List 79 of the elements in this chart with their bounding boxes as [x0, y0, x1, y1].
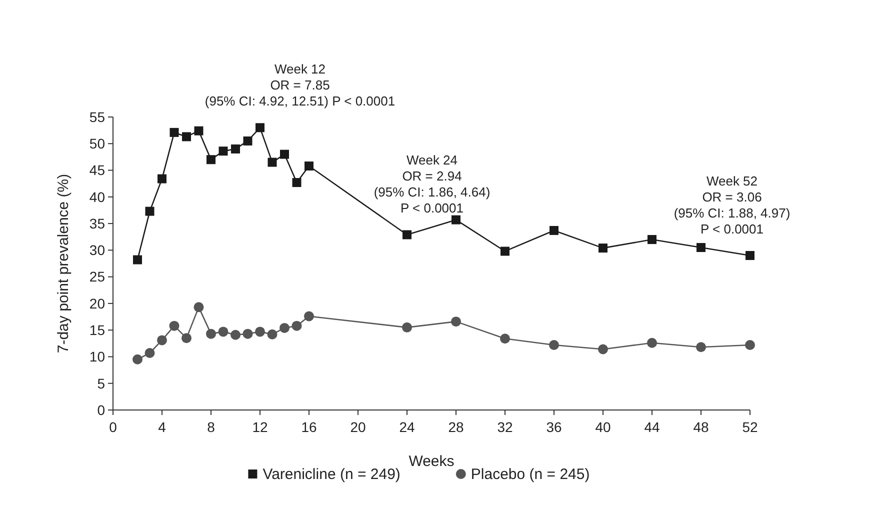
point — [280, 322, 290, 333]
x-tick-label: 48 — [693, 419, 709, 435]
annotation: Week 12 OR = 7.85 (95% CI: 4.92, 12.51) P < 0.0001 — [204, 62, 396, 109]
y-tick-label: 5 — [97, 375, 106, 392]
y-tick-label: 20 — [89, 295, 106, 312]
point — [206, 155, 216, 164]
point — [158, 174, 166, 184]
point — [182, 333, 192, 344]
point — [255, 326, 265, 337]
point — [144, 348, 155, 358]
x-tick-label: 0 — [109, 419, 118, 435]
point — [194, 302, 204, 312]
point — [170, 128, 179, 137]
point — [267, 329, 278, 340]
y-tick-label: 10 — [89, 348, 106, 365]
point — [206, 328, 216, 339]
point — [598, 344, 608, 354]
x-axis-title: Weeks — [408, 453, 454, 470]
point — [696, 342, 706, 352]
point — [598, 244, 608, 253]
x-tick-label: 12 — [252, 419, 268, 435]
point — [304, 311, 314, 322]
point — [550, 226, 558, 235]
point — [452, 215, 460, 224]
y-tick-label: 15 — [89, 322, 106, 338]
annotation: Week 52 OR = 3.06 (95% CI: 1.88, 4.97) P < 0.0001 — [674, 174, 790, 237]
x-tick-label: 8 — [207, 419, 216, 435]
point — [268, 158, 277, 167]
point — [256, 123, 264, 132]
point — [169, 320, 180, 331]
x-tick-label: 52 — [742, 419, 758, 435]
point — [648, 235, 656, 244]
y-tick-label: 0 — [97, 402, 106, 418]
point — [133, 255, 142, 264]
y-tick-label: 25 — [89, 268, 106, 285]
point — [500, 334, 510, 344]
point — [304, 162, 314, 171]
point — [500, 246, 510, 256]
point — [402, 322, 412, 332]
point — [231, 144, 240, 154]
point — [280, 150, 289, 159]
point — [746, 251, 754, 260]
point — [194, 126, 204, 136]
x-tick-label: 44 — [644, 419, 660, 435]
x-tick-label: 16 — [301, 419, 317, 435]
point — [402, 230, 412, 240]
y-tick-label: 45 — [89, 162, 106, 178]
point — [157, 335, 167, 346]
point — [647, 338, 657, 348]
point — [242, 328, 253, 339]
legend-label: Varenicline (n = 249) — [262, 466, 400, 483]
x-tick-label: 28 — [448, 419, 464, 435]
point — [230, 330, 240, 340]
x-tick-label: 24 — [399, 419, 415, 435]
x-tick-label: 40 — [595, 419, 611, 435]
y-axis-title: 7-day point prevalence (%) — [55, 174, 72, 354]
point — [145, 206, 154, 216]
point — [292, 320, 302, 331]
point — [243, 136, 252, 146]
point — [182, 132, 191, 142]
legend-label: Placebo (n = 245) — [470, 466, 590, 483]
x-tick-label: 20 — [350, 419, 366, 435]
point — [218, 146, 228, 156]
y-tick-label: 40 — [89, 188, 106, 205]
x-tick-label: 4 — [158, 419, 166, 435]
y-tick-label: 50 — [89, 136, 106, 152]
point — [549, 340, 559, 350]
point — [132, 354, 142, 364]
y-tick-label: 30 — [89, 242, 106, 258]
y-tick-label: 35 — [89, 215, 106, 232]
point — [451, 316, 461, 327]
x-tick-label: 32 — [497, 419, 513, 435]
point — [745, 340, 755, 350]
point — [696, 243, 706, 252]
point — [292, 178, 302, 188]
point — [218, 326, 228, 337]
x-tick-label: 36 — [546, 419, 562, 435]
annotation: Week 24 OR = 2.94 (95% CI: 1.86, 4.64) P < 0.0001 — [374, 152, 490, 216]
y-tick-label: 55 — [89, 108, 106, 125]
